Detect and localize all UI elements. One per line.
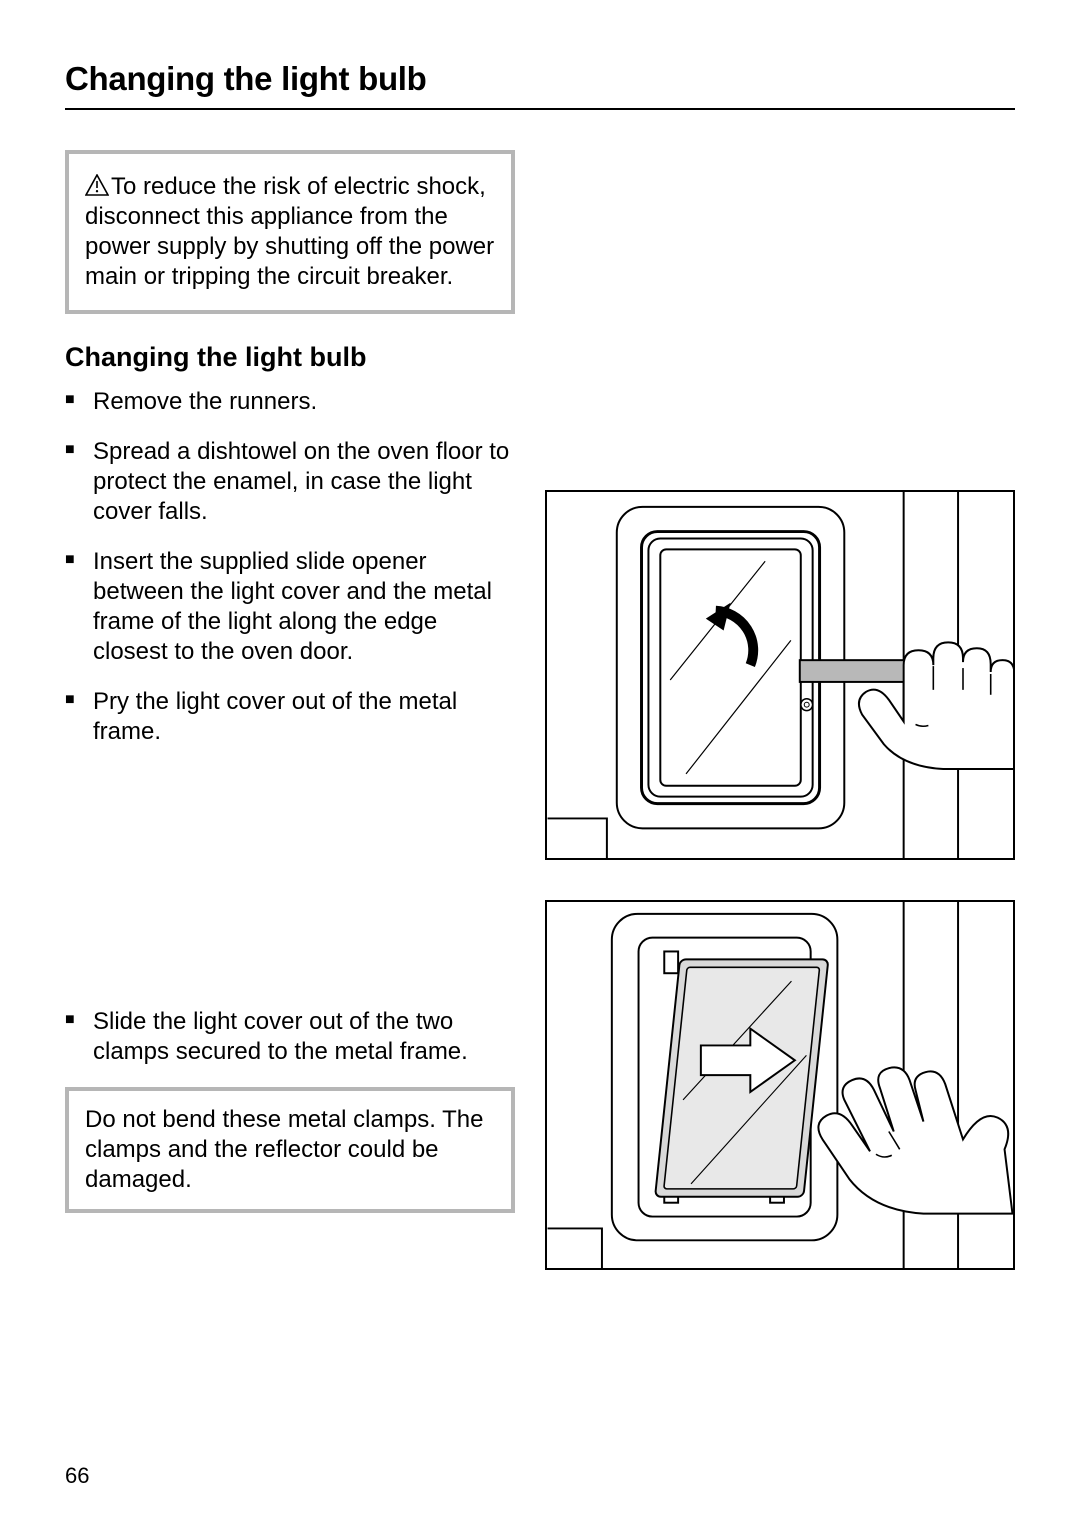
spacer: [65, 767, 515, 1007]
section-heading: Changing the light bulb: [65, 342, 515, 373]
steps-list-b: Slide the light cover out of the two cla…: [65, 1007, 515, 1067]
step-item: Pry the light cover out of the metal fra…: [65, 687, 515, 747]
content-columns: To reduce the risk of electric shock, di…: [65, 150, 1015, 1270]
step-item: Insert the supplied slide opener between…: [65, 547, 515, 667]
page-title: Changing the light bulb: [65, 60, 1015, 98]
hand-icon: [818, 1067, 1012, 1213]
manual-page: Changing the light bulb To reduce the ri…: [0, 0, 1080, 1529]
warning-icon: [85, 174, 109, 196]
warning-text: To reduce the risk of electric shock, di…: [85, 173, 494, 290]
caution-text: Do not bend these metal clamps. The clam…: [85, 1106, 483, 1193]
title-rule: [65, 108, 1015, 110]
page-number: 66: [65, 1463, 89, 1489]
step-item: Slide the light cover out of the two cla…: [65, 1007, 515, 1067]
caution-box: Do not bend these metal clamps. The clam…: [65, 1087, 515, 1213]
step-item: Remove the runners.: [65, 387, 515, 417]
steps-list-a: Remove the runners. Spread a dishtowel o…: [65, 387, 515, 747]
step-item: Spread a dishtowel on the oven floor to …: [65, 437, 515, 527]
warning-box: To reduce the risk of electric shock, di…: [65, 150, 515, 314]
left-column: To reduce the risk of electric shock, di…: [65, 150, 515, 1270]
figure-slide-cover: [545, 900, 1015, 1270]
right-column: [545, 150, 1015, 1270]
figure-pry-cover: [545, 490, 1015, 860]
